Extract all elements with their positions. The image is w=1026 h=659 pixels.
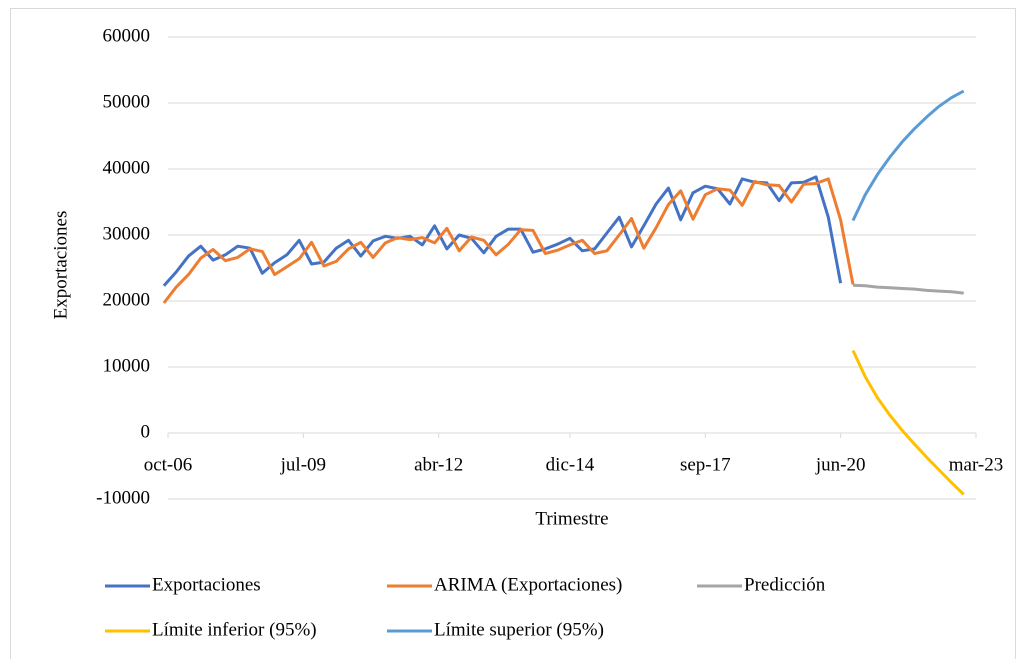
x-axis-title: Trimestre <box>535 508 608 529</box>
series-line <box>162 177 855 304</box>
legend-label: Predicción <box>744 574 826 595</box>
legend-label: Límite inferior (95%) <box>152 619 317 640</box>
y-tick-label: 30000 <box>103 223 151 244</box>
x-tick-label: jun-20 <box>815 454 866 475</box>
y-tick-label: 0 <box>141 421 151 442</box>
y-tick-label: 50000 <box>103 91 151 112</box>
chart-border <box>10 8 1016 659</box>
legend-label: Límite superior (95%) <box>434 619 604 640</box>
x-tick-label: jul-09 <box>280 454 326 475</box>
x-tick-label: oct-06 <box>144 454 193 475</box>
y-tick-label: 60000 <box>103 25 151 46</box>
series-line <box>162 175 843 287</box>
x-tick-label: dic-14 <box>546 454 595 475</box>
x-tick-label: sep-17 <box>680 454 731 475</box>
legend-label: Exportaciones <box>152 574 261 595</box>
series-line <box>852 283 964 295</box>
series-line <box>851 89 965 222</box>
legend-label: ARIMA (Exportaciones) <box>434 574 622 595</box>
x-tick-label: abr-12 <box>414 454 463 475</box>
y-tick-label: 10000 <box>103 355 151 376</box>
y-tick-label: 20000 <box>103 289 151 310</box>
x-tick-label: mar-23 <box>949 454 1004 475</box>
y-axis-title: Exportaciones <box>50 211 71 320</box>
y-tick-label: -10000 <box>96 487 150 508</box>
series-line <box>851 349 965 496</box>
y-tick-label: 40000 <box>103 157 151 178</box>
